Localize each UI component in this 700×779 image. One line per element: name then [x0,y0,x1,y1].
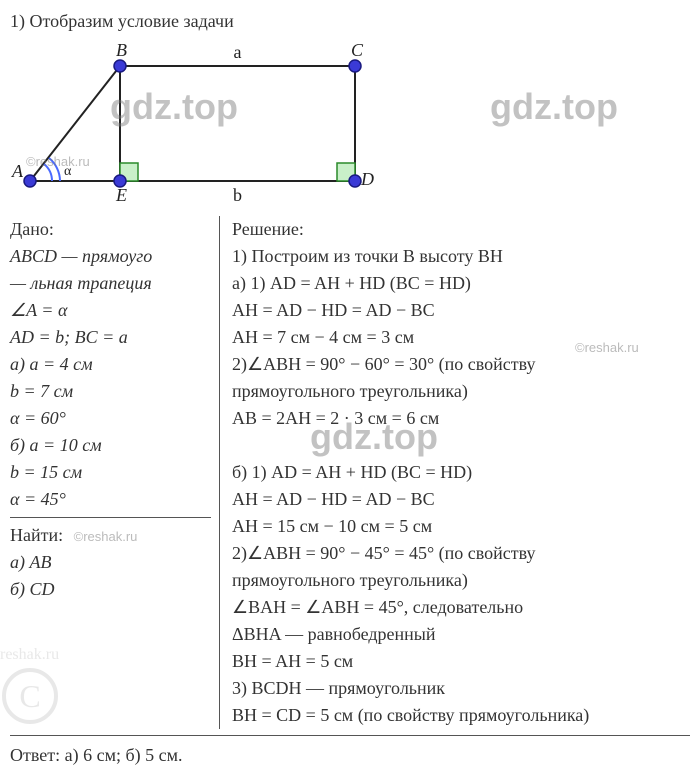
find-body: а) ABб) CD [10,549,211,603]
trapezoid-diagram: A B C D Ea b α [10,41,380,206]
given-line: α = 60° [10,405,211,432]
solution-line: ΔBHA — равнобедренный [232,621,690,648]
answer-row: Ответ: а) 6 см; б) 5 см. [10,735,690,769]
solution-line: BH = AH = 5 см [232,648,690,675]
solution-column: Решение: 1) Построим из точки B высоту B… [220,216,690,729]
svg-text:a: a [234,42,242,62]
given-line: а) a = 4 см [10,351,211,378]
task-header-text: 1) Отобразим условие задачи [10,11,234,31]
solution-line [232,432,690,459]
given-line: — льная трапеция [10,270,211,297]
solution-line: AH = 15 см − 10 см = 5 см [232,513,690,540]
solution-line: AH = AD − HD = AD − BC [232,297,690,324]
find-title: Найти: [10,525,63,545]
content-columns: Дано: ABCD — прямоуго— льная трапеция∠A … [10,216,690,729]
find-line: б) CD [10,576,211,603]
svg-text:A: A [11,161,24,181]
given-find-divider [10,517,211,518]
given-body: ABCD — прямоуго— льная трапеция∠A = αAD … [10,243,211,513]
solution-line: ∠BAH = ∠ABH = 45°, следовательно [232,594,690,621]
solution-line: AB = 2AH = 2 · 3 см = 6 см [232,405,690,432]
given-column: Дано: ABCD — прямоуго— льная трапеция∠A … [10,216,220,729]
solution-line: б) 1) AD = AH + HD (BC = HD) [232,459,690,486]
solution-line: прямоугольного треугольника) [232,567,690,594]
watermark-gdz-2: gdz.top [490,80,618,134]
solution-line: 1) Построим из точки B высоту BH [232,243,690,270]
given-line: ABCD — прямоуго [10,243,211,270]
svg-text:B: B [116,41,127,60]
solution-line: прямоугольного треугольника) [232,378,690,405]
svg-text:E: E [115,185,127,205]
find-line: а) AB [10,549,211,576]
given-line: α = 45° [10,486,211,513]
solution-body: 1) Построим из точки B высоту BHа) 1) AD… [232,243,690,729]
svg-text:α: α [64,164,72,179]
solution-line: 3) BCDH — прямоугольник [232,675,690,702]
solution-title: Решение: [232,216,690,243]
given-line: b = 15 см [10,459,211,486]
given-line: б) a = 10 см [10,432,211,459]
given-title: Дано: [10,216,211,243]
given-line: b = 7 см [10,378,211,405]
solution-line: AH = AD − HD = AD − BC [232,486,690,513]
solution-line: AH = 7 см − 4 см = 3 см [232,324,690,351]
find-title-row: Найти: ©reshak.ru [10,522,211,549]
solution-line: BH = CD = 5 см (по свойству прямоугольни… [232,702,690,729]
solution-line: 2)∠ABH = 90° − 60° = 30° (по свойству [232,351,690,378]
given-line: AD = b; BC = a [10,324,211,351]
answer-text: Ответ: а) 6 см; б) 5 см. [10,745,183,765]
find-watermark: ©reshak.ru [74,529,138,544]
solution-line: а) 1) AD = AH + HD (BC = HD) [232,270,690,297]
svg-text:C: C [351,41,364,60]
solution-line: 2)∠ABH = 90° − 45° = 45° (по свойству [232,540,690,567]
given-line: ∠A = α [10,297,211,324]
svg-text:D: D [360,169,374,189]
diagram-svg: A B C D Ea b α [10,41,380,206]
svg-text:b: b [233,185,242,205]
task-header: 1) Отобразим условие задачи [10,8,690,35]
